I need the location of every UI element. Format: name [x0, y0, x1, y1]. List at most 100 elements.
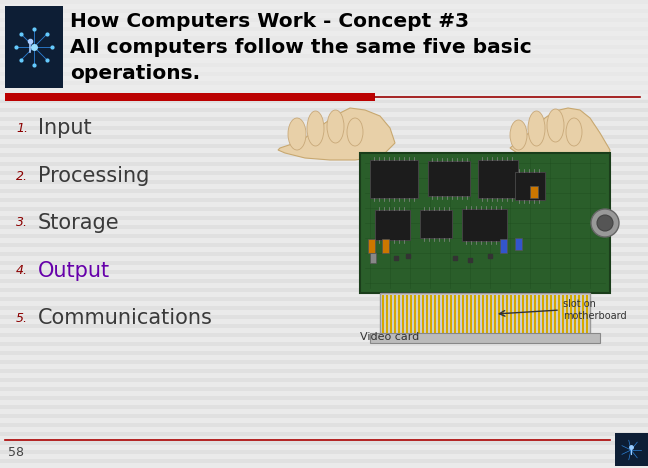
Bar: [518, 295, 520, 333]
Bar: [430, 295, 432, 333]
Bar: [570, 295, 572, 333]
Bar: [0, 31, 648, 36]
Bar: [5, 6, 63, 88]
Bar: [515, 238, 522, 250]
Bar: [375, 210, 410, 240]
Bar: [562, 295, 564, 333]
Bar: [0, 157, 648, 162]
Bar: [0, 256, 648, 261]
Text: 4.: 4.: [16, 264, 28, 278]
Bar: [546, 295, 548, 333]
Bar: [0, 13, 648, 18]
Bar: [0, 373, 648, 378]
Bar: [0, 22, 648, 27]
Bar: [494, 295, 496, 333]
Bar: [402, 295, 404, 333]
Ellipse shape: [288, 118, 306, 150]
Bar: [478, 160, 518, 198]
Bar: [578, 295, 580, 333]
Bar: [454, 295, 456, 333]
Bar: [558, 295, 560, 333]
Bar: [530, 295, 532, 333]
Bar: [0, 67, 648, 72]
Bar: [554, 295, 556, 333]
Bar: [482, 295, 484, 333]
Bar: [486, 295, 488, 333]
Bar: [270, 100, 630, 350]
Bar: [0, 76, 648, 81]
Bar: [530, 186, 538, 198]
Bar: [0, 409, 648, 414]
Bar: [370, 253, 376, 263]
Text: Input: Input: [38, 118, 91, 138]
Bar: [0, 391, 648, 396]
Polygon shape: [510, 108, 610, 164]
Bar: [0, 382, 648, 387]
Bar: [438, 295, 440, 333]
Bar: [566, 295, 568, 333]
Bar: [0, 85, 648, 90]
Bar: [470, 295, 472, 333]
Bar: [0, 247, 648, 252]
Text: How Computers Work - Concept #3: How Computers Work - Concept #3: [70, 12, 469, 31]
Bar: [390, 295, 392, 333]
Bar: [368, 239, 375, 253]
Ellipse shape: [547, 109, 564, 142]
Bar: [418, 295, 420, 333]
Bar: [502, 295, 504, 333]
Bar: [422, 295, 424, 333]
Bar: [490, 295, 492, 333]
Bar: [370, 160, 418, 198]
Bar: [380, 293, 590, 335]
Bar: [466, 295, 468, 333]
Bar: [0, 364, 648, 369]
Ellipse shape: [510, 120, 527, 150]
Bar: [0, 238, 648, 243]
Bar: [442, 295, 444, 333]
Bar: [0, 418, 648, 423]
Circle shape: [591, 209, 619, 237]
Bar: [0, 400, 648, 405]
Bar: [0, 184, 648, 189]
Bar: [360, 153, 610, 293]
Bar: [0, 0, 648, 100]
Text: slot on
motherboard: slot on motherboard: [563, 299, 627, 321]
Bar: [0, 121, 648, 126]
Bar: [0, 436, 648, 441]
Bar: [0, 274, 648, 279]
Bar: [538, 295, 540, 333]
Bar: [382, 295, 384, 333]
Bar: [0, 58, 648, 63]
Bar: [0, 229, 648, 234]
Bar: [414, 295, 416, 333]
Text: Processing: Processing: [38, 166, 150, 186]
Bar: [370, 333, 600, 343]
Text: 5.: 5.: [16, 312, 28, 324]
Ellipse shape: [347, 118, 363, 146]
Bar: [542, 295, 544, 333]
Bar: [0, 337, 648, 342]
Bar: [0, 202, 648, 207]
Bar: [0, 292, 648, 297]
Bar: [550, 295, 552, 333]
Text: Video card: Video card: [360, 332, 419, 342]
Bar: [0, 283, 648, 288]
Bar: [0, 328, 648, 333]
Bar: [0, 301, 648, 306]
Bar: [446, 295, 448, 333]
Bar: [0, 148, 648, 153]
Bar: [510, 295, 512, 333]
Bar: [526, 295, 528, 333]
Circle shape: [597, 215, 613, 231]
Bar: [0, 310, 648, 315]
Bar: [406, 295, 408, 333]
Bar: [500, 239, 507, 253]
Bar: [0, 40, 648, 45]
Bar: [0, 130, 648, 135]
Text: 3.: 3.: [16, 217, 28, 229]
Ellipse shape: [528, 111, 545, 146]
Bar: [420, 210, 452, 238]
Bar: [410, 295, 412, 333]
Ellipse shape: [307, 111, 324, 146]
Bar: [0, 220, 648, 225]
